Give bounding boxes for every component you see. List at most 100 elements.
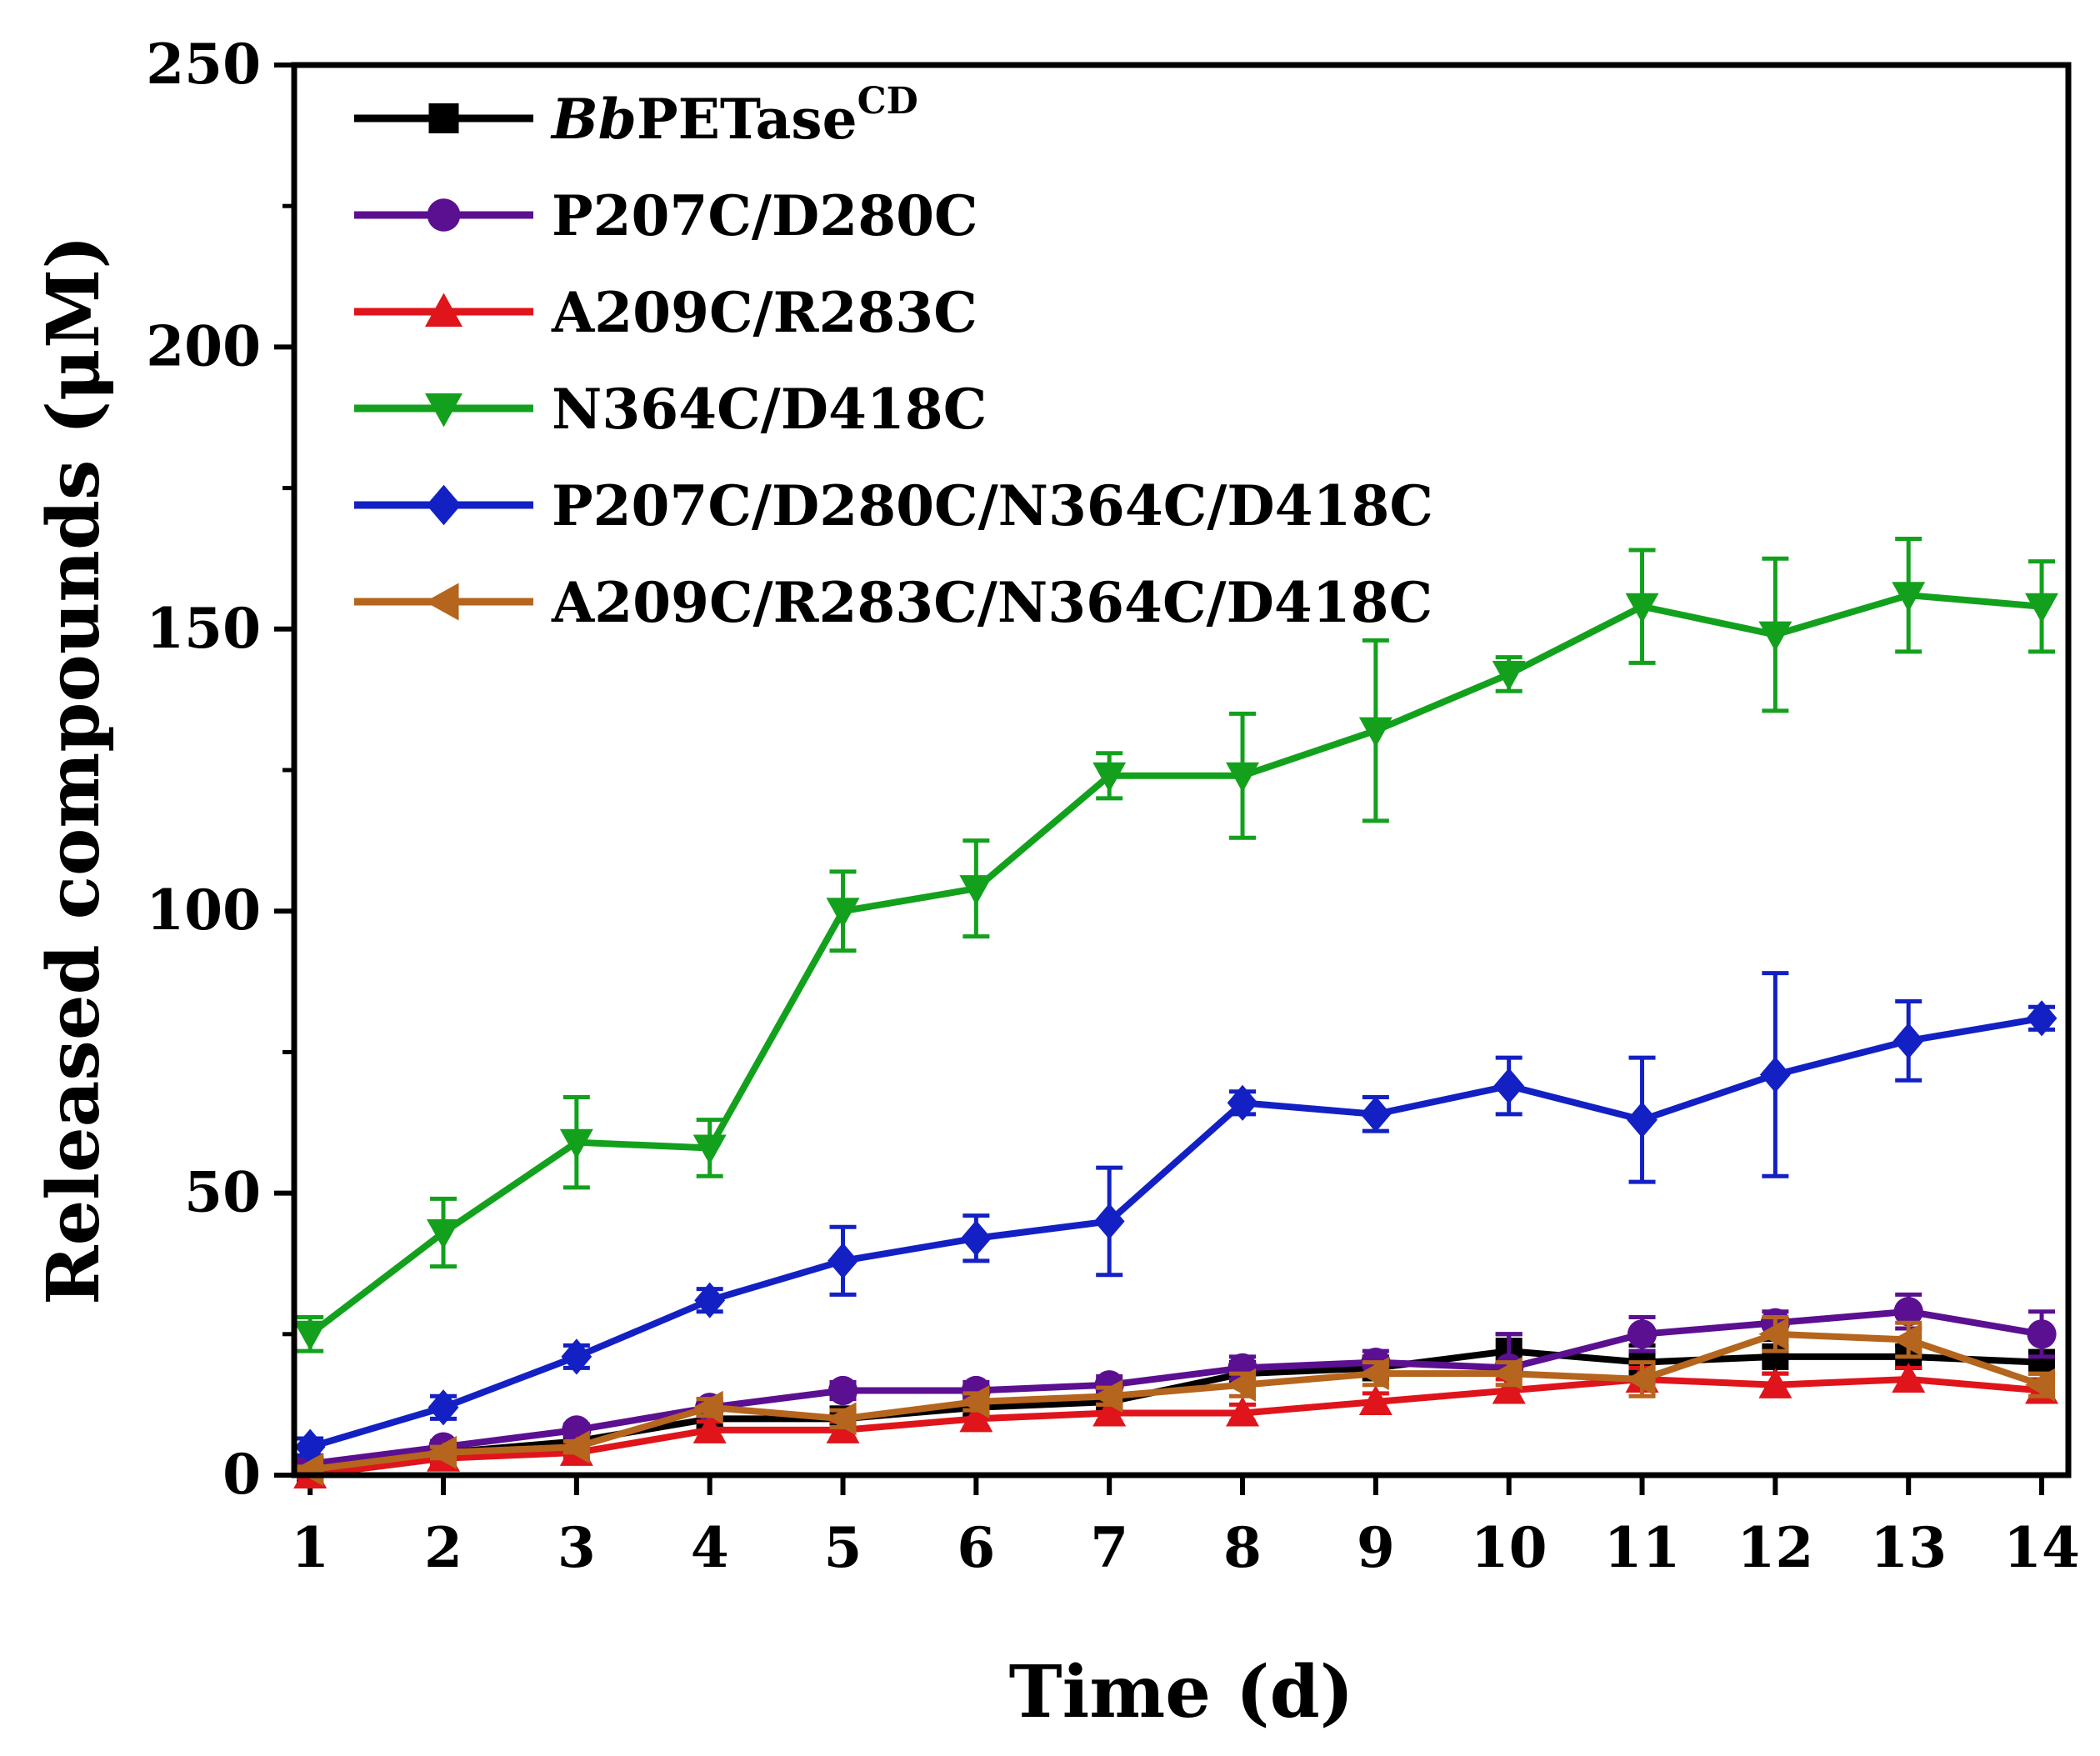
x-tick-label: 9	[1357, 1515, 1395, 1580]
data-point-circle	[828, 1375, 858, 1406]
legend-label: A209C/R283C/N364C/D418C	[551, 570, 1432, 635]
data-point-triangle-left	[1758, 1317, 1789, 1351]
x-tick-label: 4	[691, 1515, 729, 1580]
data-point-triangle-up	[425, 293, 462, 327]
x-tick-label: 11	[1604, 1515, 1681, 1580]
x-tick-label: 3	[558, 1515, 596, 1580]
data-point-triangle-up	[1092, 1396, 1127, 1427]
data-point-triangle-down	[826, 898, 860, 928]
x-tick-label: 14	[2003, 1515, 2080, 1580]
data-point-triangle-down	[1492, 660, 1526, 691]
data-point-triangle-down	[1226, 762, 1260, 793]
data-point-triangle-down	[1892, 582, 1926, 613]
x-tick-label: 6	[957, 1515, 995, 1580]
data-point-diamond	[1759, 1056, 1791, 1093]
data-point-triangle-down	[2025, 593, 2059, 623]
data-point-circle	[1627, 1319, 1658, 1349]
plot-area-frame	[291, 62, 2072, 1478]
data-point-triangle-left	[1226, 1368, 1257, 1402]
data-point-diamond	[1892, 1023, 1924, 1059]
series-line	[309, 1014, 2042, 1450]
legend: BbPETaseCD P207C/D280C A209C/R283C N364C/D4…	[354, 80, 1433, 635]
x-tick-label: 12	[1737, 1515, 1813, 1580]
data-point-triangle-left	[1892, 1323, 1922, 1357]
data-point-triangle-left	[2025, 1368, 2056, 1402]
series-group	[293, 1362, 2059, 1488]
x-tick-label: 2	[424, 1515, 462, 1580]
data-point-triangle-up	[959, 1402, 993, 1433]
data-point-diamond	[1227, 1084, 1258, 1121]
series-line	[309, 1375, 2042, 1478]
data-point-triangle-left	[1625, 1362, 1656, 1396]
data-point-triangle-left	[692, 1390, 723, 1424]
data-point-diamond	[960, 1220, 992, 1257]
data-point-diamond	[694, 1282, 726, 1318]
series-group	[294, 971, 2058, 1465]
data-point-square	[428, 103, 459, 133]
data-point-circle	[427, 198, 461, 232]
series-group	[293, 1314, 2056, 1487]
data-point-diamond	[294, 1428, 326, 1465]
y-tick-label: 200	[146, 313, 261, 378]
data-point-triangle-down	[1358, 717, 1392, 748]
data-point-triangle-down	[692, 1134, 727, 1165]
data-point-triangle-left	[559, 1430, 590, 1464]
data-point-triangle-up	[1758, 1368, 1792, 1398]
legend-label: P207C/D280C/N364C/D418C	[552, 473, 1433, 538]
data-point-diamond	[561, 1338, 592, 1375]
data-point-triangle-down	[559, 1128, 593, 1159]
x-tick-label: 7	[1090, 1515, 1128, 1580]
data-point-triangle-down	[1092, 762, 1127, 793]
data-point-diamond	[428, 1389, 459, 1426]
data-point-triangle-down	[425, 393, 462, 428]
data-point-circle	[2027, 1319, 2057, 1349]
y-tick-label: 0	[222, 1442, 261, 1507]
data-point-triangle-down	[293, 1320, 328, 1351]
legend-label: N364C/D418C	[552, 377, 987, 442]
data-point-diamond	[1093, 1203, 1125, 1240]
x-tick-label: 10	[1471, 1515, 1548, 1580]
data-point-triangle-down	[959, 875, 993, 906]
data-point-triangle-left	[425, 583, 459, 621]
data-point-triangle-down	[1758, 621, 1792, 652]
data-point-diamond	[2026, 1000, 2058, 1037]
series-line	[309, 1330, 2043, 1473]
data-point-circle	[1893, 1297, 1923, 1327]
data-point-triangle-left	[427, 1435, 458, 1469]
y-tick-label: 50	[184, 1160, 261, 1225]
data-point-triangle-up	[692, 1413, 727, 1443]
legend-label: P207C/D280C	[552, 183, 978, 248]
data-point-triangle-down	[1625, 593, 1659, 623]
data-point-diamond	[426, 484, 462, 526]
series-group	[293, 537, 2059, 1353]
data-point-triangle-up	[1358, 1385, 1392, 1416]
data-point-diamond	[1493, 1068, 1525, 1104]
series-group	[297, 1332, 2056, 1483]
data-point-diamond	[1627, 1102, 1658, 1138]
data-point-triangle-up	[1892, 1362, 1926, 1393]
data-point-diamond	[828, 1243, 858, 1279]
series-line	[309, 1308, 2042, 1468]
x-tick-label: 1	[291, 1515, 329, 1580]
y-tick-label: 100	[146, 878, 261, 943]
data-point-triangle-left	[826, 1402, 857, 1436]
data-point-triangle-up	[1492, 1373, 1526, 1404]
data-point-triangle-left	[1092, 1379, 1123, 1413]
data-point-triangle-left	[959, 1385, 990, 1419]
data-point-triangle-up	[1226, 1396, 1260, 1427]
x-tick-label: 13	[1870, 1515, 1947, 1580]
series-line	[308, 592, 2042, 1337]
legend-label: BbPETaseCD	[550, 80, 918, 152]
data-point-triangle-left	[1492, 1357, 1522, 1391]
data-point-triangle-down	[427, 1218, 461, 1249]
y-tick-label: 150	[146, 596, 261, 661]
x-tick-label: 5	[824, 1515, 862, 1580]
x-axis-title: Time (d)	[1009, 1650, 1354, 1734]
y-tick-label: 250	[146, 32, 261, 97]
x-tick-label: 8	[1223, 1515, 1262, 1580]
y-axis-title: Released compounds (μM)	[32, 235, 116, 1305]
legend-label: A209C/R283C	[551, 280, 978, 345]
data-point-triangle-left	[1358, 1357, 1389, 1391]
